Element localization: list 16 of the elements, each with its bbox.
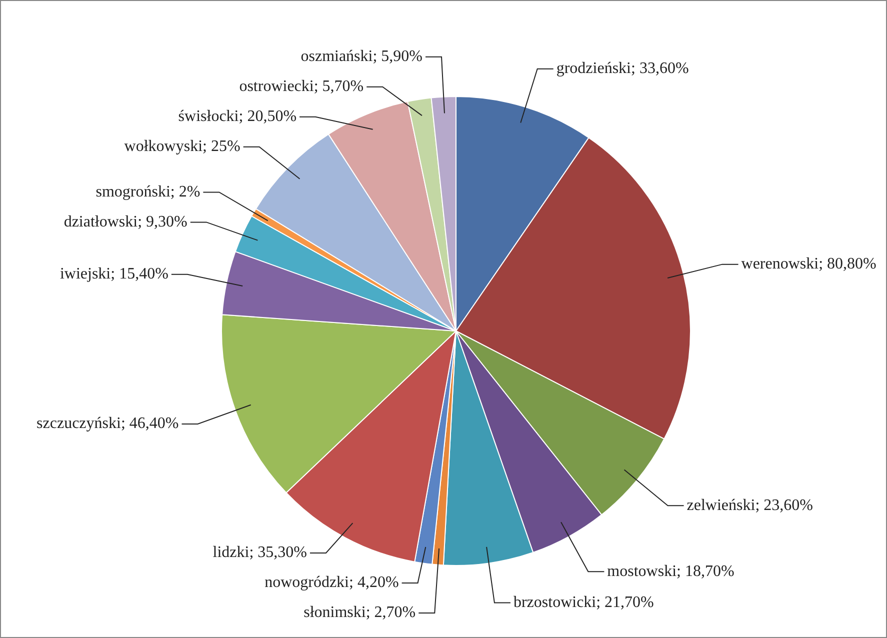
slice-label: brzostowicki; 21,70%: [513, 594, 654, 611]
slice-label: werenowski; 80,80%: [741, 256, 876, 273]
slice-label: ostrowiecki; 5,70%: [239, 78, 364, 96]
slice-label: grodzieński; 33,60%: [556, 60, 689, 78]
slice-label: mostowski; 18,70%: [607, 562, 734, 580]
slice-label: oszmiański; 5,90%: [300, 48, 423, 66]
slice-label: świsłocki; 20,50%: [178, 108, 297, 126]
slice-label: szczuczyński; 46,40%: [36, 415, 179, 432]
slice-label: wołkowyski; 25%: [124, 138, 240, 156]
slice-label: lidzki; 35,30%: [212, 544, 307, 562]
slice-label: nowogródzki; 4,20%: [264, 574, 399, 592]
slice-label: smogroński; 2%: [96, 183, 200, 200]
slice-label: zelwieński; 23,60%: [686, 496, 813, 514]
slice-label: dziatłowski; 9,30%: [64, 213, 188, 230]
slice-label: słonimski; 2,70%: [304, 604, 416, 622]
slice-label: iwiejski; 15,40%: [60, 266, 168, 283]
